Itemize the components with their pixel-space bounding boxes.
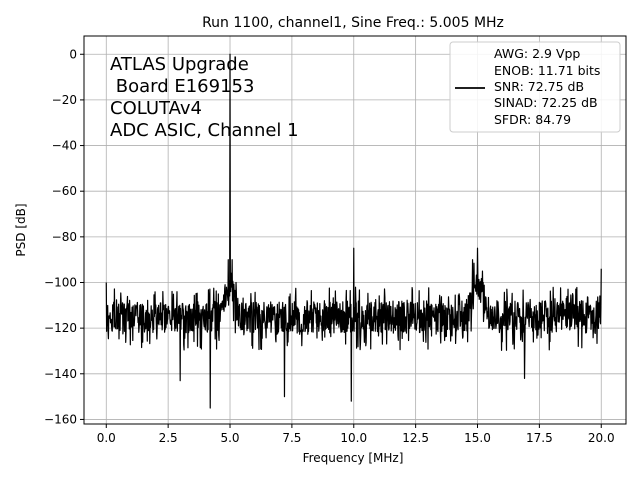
x-tick-label: 15.0 — [464, 431, 491, 445]
y-tick-label: −40 — [52, 139, 77, 153]
legend-enob: ENOB: 11.71 bits — [494, 63, 600, 78]
x-tick-label: 17.5 — [526, 431, 553, 445]
legend-awg: AWG: 2.9 Vpp — [494, 46, 580, 61]
y-tick-label: −140 — [44, 367, 77, 381]
y-axis-label: PSD [dB] — [14, 203, 28, 256]
legend-sfdr: SFDR: 84.79 — [494, 112, 571, 127]
x-axis-label: Frequency [MHz] — [303, 451, 404, 465]
board-annotation: ATLAS Upgrade Board E169153 COLUTAv4 ADC… — [110, 54, 299, 141]
x-axis-ticks: 0.0 2.5 5.0 7.5 10.0 12.5 15.0 17.5 20.0 — [97, 424, 615, 445]
y-tick-label: −80 — [52, 230, 77, 244]
x-tick-label: 2.5 — [159, 431, 178, 445]
psd-series-line — [105, 53, 602, 409]
x-tick-label: 12.5 — [402, 431, 429, 445]
legend-box — [449, 41, 621, 133]
annotation-line-4: ADC ASIC, Channel 1 — [110, 120, 299, 141]
x-tick-label: 20.0 — [588, 431, 615, 445]
y-tick-label: −160 — [44, 412, 77, 426]
legend-sinad: SINAD: 72.25 dB — [494, 95, 598, 110]
y-tick-label: −60 — [52, 184, 77, 198]
legend-snr: SNR: 72.75 dB — [494, 79, 584, 94]
x-tick-label: 0.0 — [97, 431, 116, 445]
chart-title: Run 1100, channel1, Sine Freq.: 5.005 MH… — [202, 15, 504, 31]
x-tick-label: 10.0 — [340, 431, 367, 445]
y-tick-label: 0 — [69, 47, 77, 61]
x-tick-label: 7.5 — [282, 431, 301, 445]
y-tick-label: −20 — [52, 93, 77, 107]
annotation-line-2: Board E169153 — [110, 76, 254, 97]
annotation-line-1: ATLAS Upgrade — [110, 54, 249, 75]
plot-frame — [83, 35, 627, 425]
x-tick-label: 5.0 — [220, 431, 239, 445]
y-tick-label: −120 — [44, 321, 77, 335]
annotation-line-3: COLUTAv4 — [110, 98, 202, 119]
y-tick-label: −100 — [44, 275, 77, 289]
y-axis-ticks: 0 −20 −40 −60 −80 −100 −120 −140 −160 — [44, 47, 84, 426]
legend: AWG: 2.9 Vpp ENOB: 11.71 bits SNR: 72.75… — [449, 41, 621, 133]
